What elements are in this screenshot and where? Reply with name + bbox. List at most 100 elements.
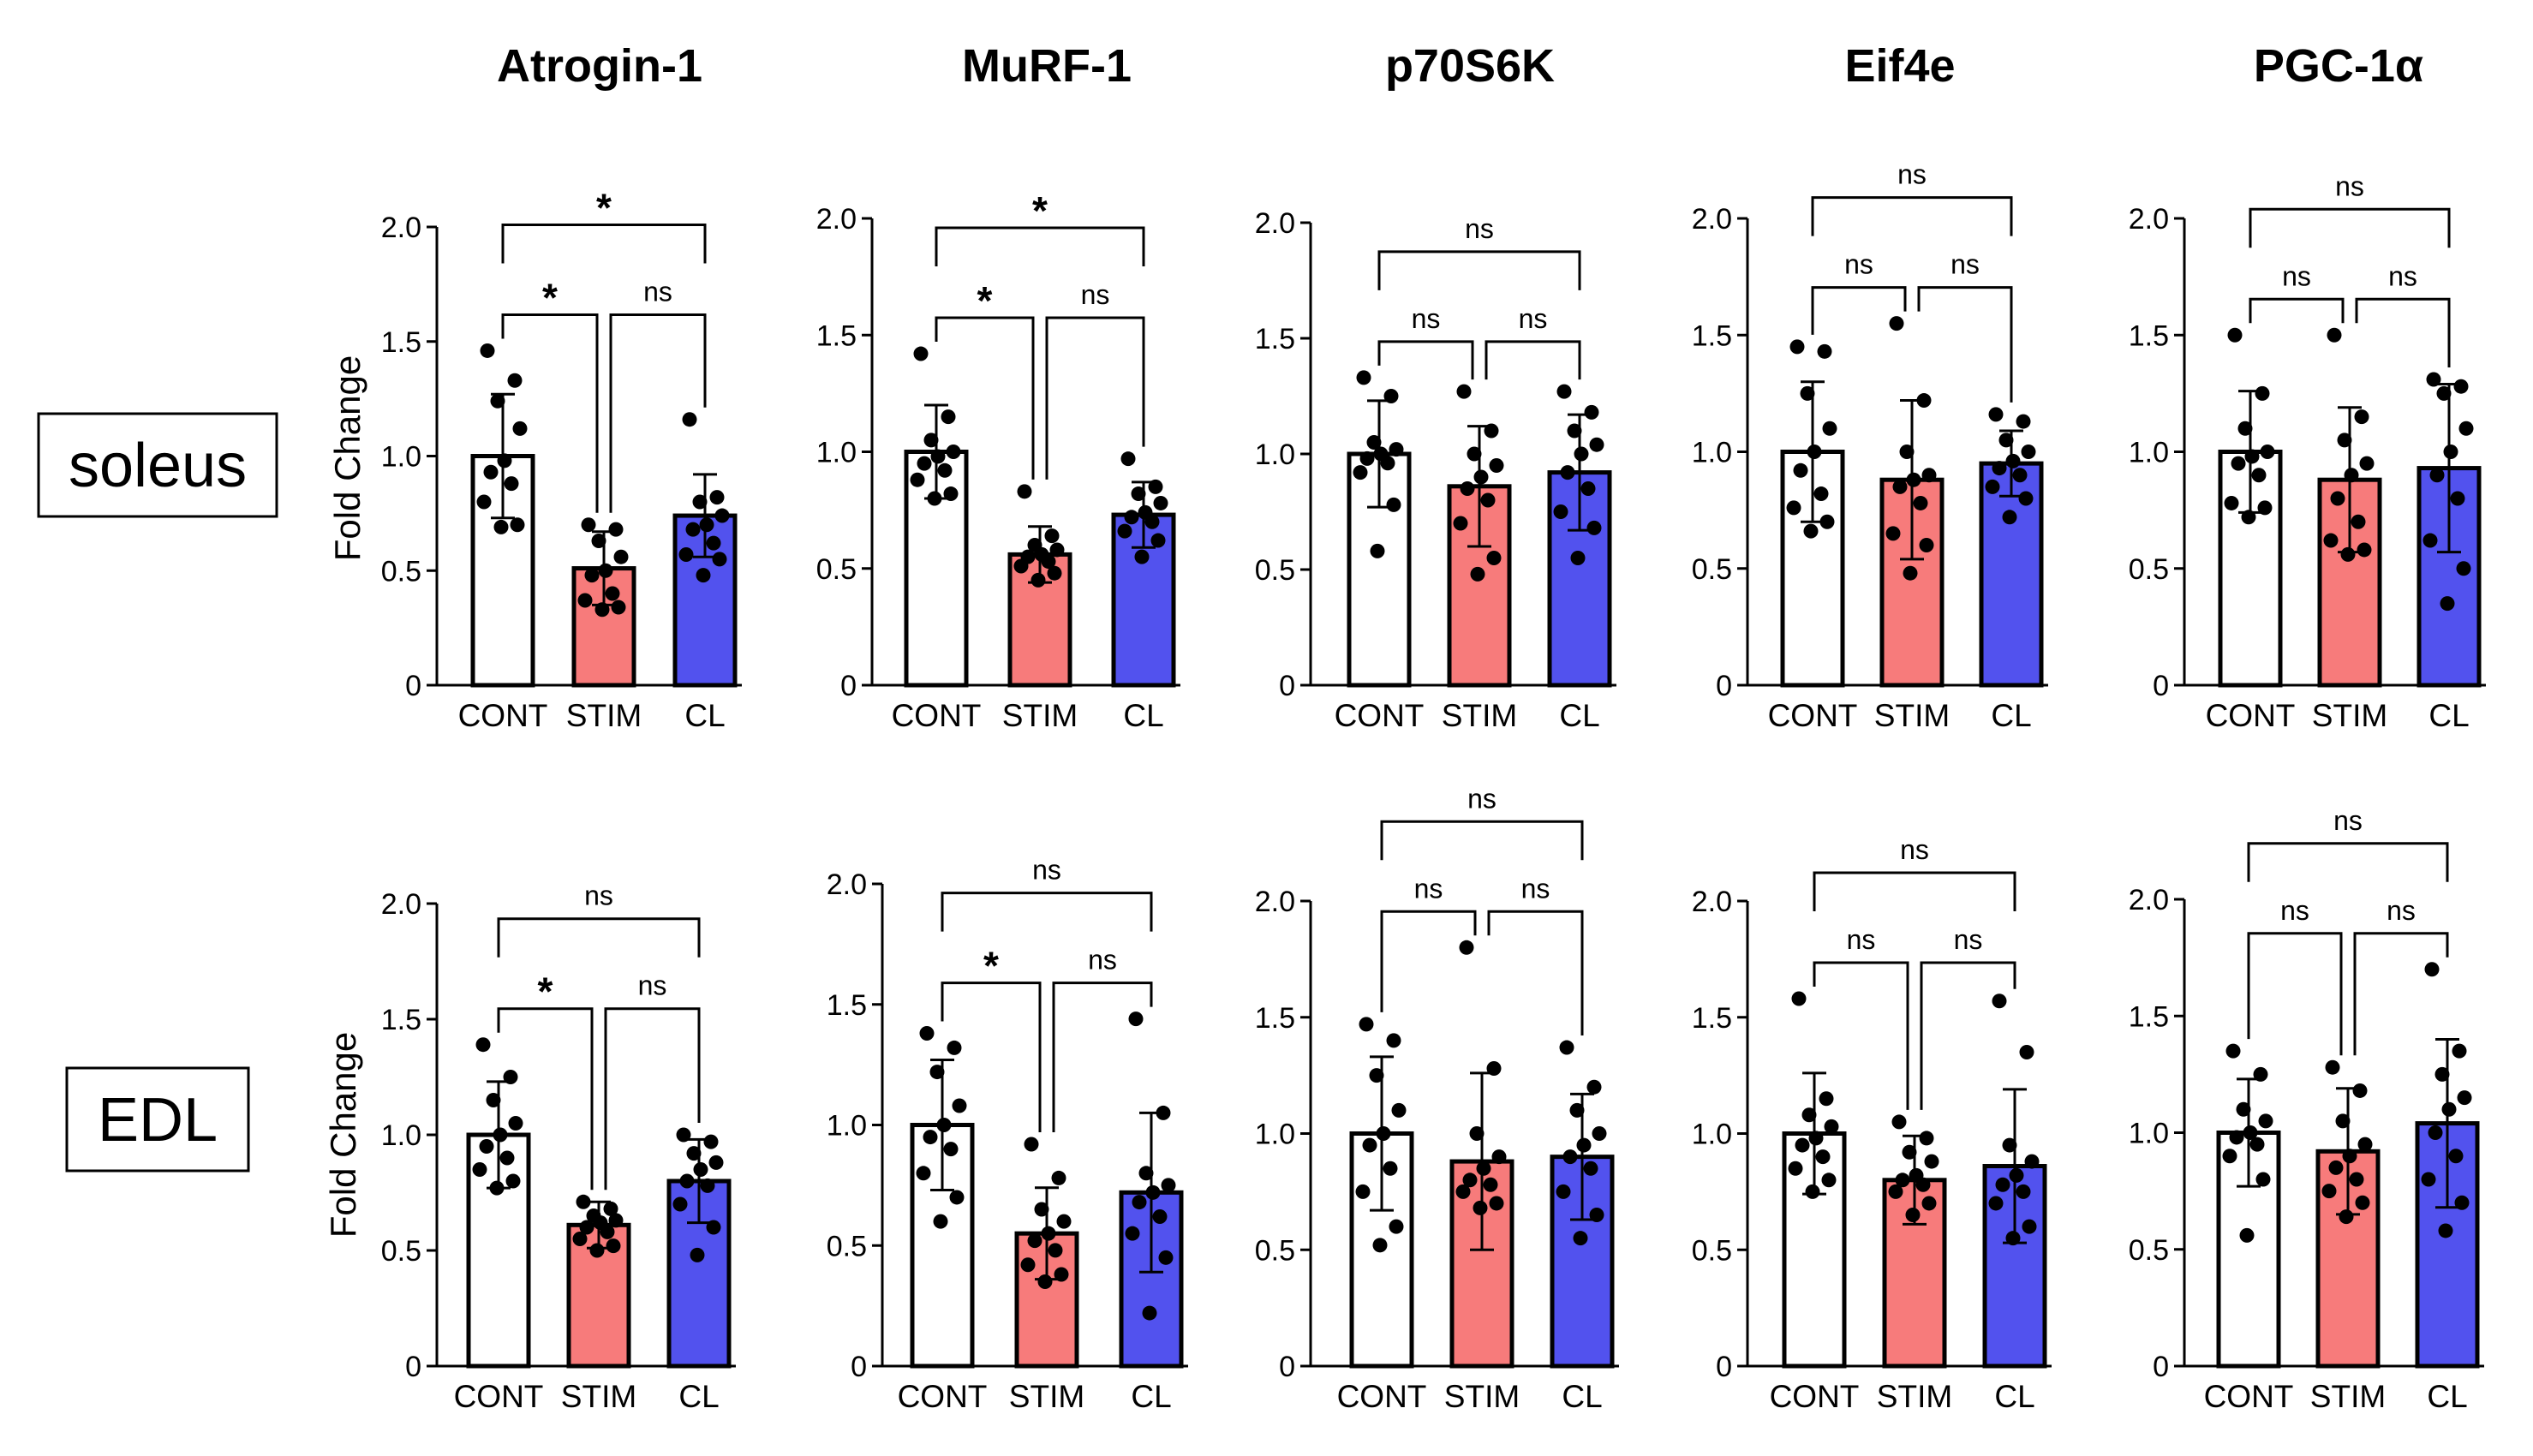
data-point [2429, 468, 2445, 483]
data-point [1132, 1195, 1147, 1210]
significance-label: ns [1844, 249, 1873, 280]
data-point [1815, 1149, 1831, 1165]
y-tick-label: 2.0 [381, 212, 421, 244]
data-point [1985, 479, 2000, 494]
data-point [1791, 991, 1807, 1006]
data-point [2352, 1083, 2368, 1098]
data-point [2241, 510, 2256, 525]
data-point [930, 449, 946, 464]
data-point [2441, 1101, 2457, 1117]
data-point [510, 517, 525, 533]
y-tick-label: 1.0 [1692, 437, 1732, 469]
data-point [1921, 1196, 1937, 1211]
y-tick-label: 1.0 [1255, 1119, 1295, 1151]
y-tick-label: 1.5 [381, 1004, 421, 1036]
data-point [2424, 962, 2440, 977]
data-point [1391, 1102, 1407, 1118]
data-point [493, 519, 509, 534]
data-point [1051, 1170, 1066, 1185]
data-point [1919, 538, 1934, 552]
data-point [1586, 520, 1602, 535]
data-point [1027, 1233, 1042, 1249]
y-tick-label: 1.0 [2129, 437, 2169, 469]
significance-bracket [941, 982, 1042, 1133]
data-point [512, 421, 528, 436]
data-point [1556, 384, 1572, 399]
column-titles: Atrogin-1 MuRF-1 p70S6K Eif4e PGC-1α [497, 40, 2423, 92]
data-point [2237, 421, 2253, 436]
data-point [1120, 451, 1136, 467]
y-tick-label: 0 [840, 670, 857, 702]
panel-edl-pgc-1a: 0 0.5 1.0 1.5 2.0 CONT STIM CL ns ns ns [2129, 805, 2484, 1414]
data-point [1037, 1274, 1053, 1289]
data-point [943, 1142, 959, 1157]
y-tick-label: 0.5 [381, 1235, 421, 1268]
significance-label: ns [1088, 945, 1117, 976]
y-tick-label: 0 [1716, 1351, 1732, 1383]
data-point [1921, 468, 1937, 483]
y-tick-label: 2.0 [381, 888, 421, 921]
data-point [1805, 1184, 1820, 1199]
data-point [605, 586, 620, 601]
category-label: CL [1131, 1379, 1171, 1414]
data-point [1480, 492, 1496, 508]
data-point [2456, 561, 2471, 576]
data-point [2452, 1043, 2467, 1059]
title-murf-1: MuRF-1 [962, 40, 1132, 92]
data-point [709, 490, 725, 505]
data-point [2421, 1172, 2436, 1187]
y-tick-label: 0 [2153, 1351, 2169, 1383]
data-point [1892, 479, 1908, 494]
data-point [1355, 1184, 1371, 1199]
data-point [706, 535, 721, 551]
data-point [2224, 495, 2239, 510]
data-point [1489, 1196, 1504, 1211]
data-point [1054, 1267, 1069, 1282]
data-point [946, 445, 961, 459]
data-point [1150, 533, 1166, 548]
data-point [919, 1026, 935, 1041]
data-point [483, 464, 499, 480]
data-point [2002, 1137, 2017, 1153]
data-point [1573, 1231, 1588, 1246]
data-point [1460, 481, 1475, 496]
data-point [497, 453, 512, 468]
data-point [608, 522, 624, 537]
data-point [1462, 1173, 1478, 1188]
data-point [2244, 449, 2260, 464]
data-point [1020, 1257, 1036, 1273]
significance-label: ns [2335, 170, 2364, 201]
data-point [1795, 1137, 1810, 1153]
data-point [672, 1196, 688, 1212]
data-point [1813, 486, 1829, 502]
data-point [1992, 994, 2007, 1009]
significance-label: ns [2388, 260, 2417, 291]
data-point [2258, 1113, 2273, 1129]
data-point [1383, 389, 1399, 403]
significance-label: ns [1414, 873, 1443, 904]
y-tick-label: 1.5 [2129, 1000, 2169, 1033]
data-point [699, 517, 714, 533]
data-point [1559, 1040, 1574, 1055]
data-point [2351, 514, 2366, 529]
data-point [589, 1243, 605, 1258]
data-point [947, 1040, 962, 1055]
data-point [1489, 458, 1504, 473]
data-point [1024, 1137, 1039, 1152]
category-label: STIM [561, 1379, 636, 1414]
category-label: STIM [1877, 1379, 1952, 1414]
data-point [1047, 565, 1062, 581]
data-point [2443, 445, 2458, 459]
y-tick-label: 0.5 [1692, 553, 1732, 586]
data-point [1473, 1200, 1488, 1215]
data-point [486, 1093, 501, 1107]
data-point [1915, 1177, 1931, 1192]
data-point [1456, 384, 1472, 399]
data-point [2012, 468, 2028, 483]
data-point [1359, 451, 1375, 466]
data-point [2454, 1195, 2470, 1210]
category-label: STIM [1442, 698, 1517, 733]
category-label: CL [1123, 698, 1163, 733]
y-tick-label: 1.5 [1692, 319, 1732, 352]
data-point [1885, 526, 1901, 541]
